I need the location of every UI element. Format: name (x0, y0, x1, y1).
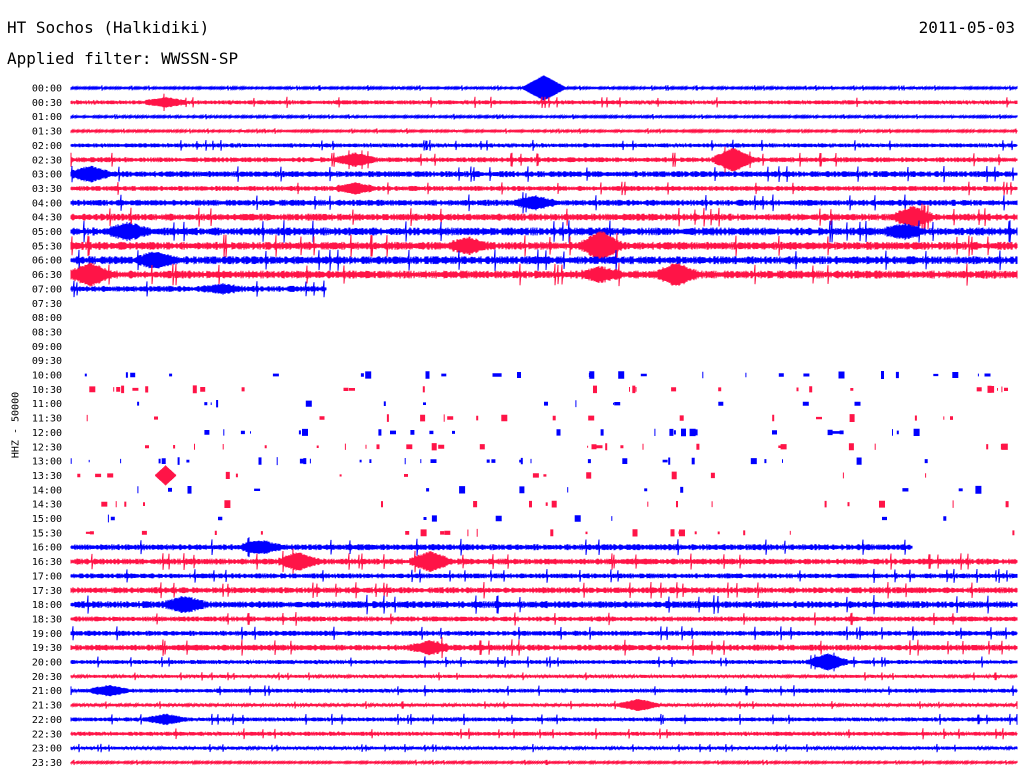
time-label-0300: 03:00 (32, 170, 62, 181)
trace-1600 (70, 537, 913, 558)
time-label-1800: 18:00 (32, 600, 62, 611)
time-label-2030: 20:30 (32, 672, 62, 683)
time-label-0100: 01:00 (32, 112, 62, 123)
time-label-0230: 02:30 (32, 155, 62, 166)
time-label-2330: 23:30 (32, 758, 62, 769)
time-label-2130: 21:30 (32, 701, 62, 712)
trace-1230 (145, 443, 1008, 451)
trace-2000 (70, 652, 1018, 672)
trace-0330 (70, 181, 1018, 196)
trace-0600 (70, 249, 1018, 271)
trace-1300 (70, 457, 928, 466)
trace-1800 (70, 594, 1018, 615)
trace-2100 (70, 685, 1018, 697)
trace-1530 (85, 528, 1015, 537)
time-label-1730: 17:30 (32, 586, 62, 597)
time-label-1630: 16:30 (32, 557, 62, 568)
filter-label: Applied filter: WWSSN-SP (7, 49, 239, 68)
trace-0300 (70, 165, 1018, 183)
time-label-0900: 09:00 (32, 342, 62, 353)
time-label-0600: 06:00 (32, 256, 62, 267)
trace-0400 (70, 192, 1018, 214)
time-label-1500: 15:00 (32, 514, 62, 525)
time-label-1100: 11:00 (32, 399, 62, 410)
time-label-0130: 01:30 (32, 127, 62, 138)
time-label-0330: 03:30 (32, 184, 62, 195)
time-label-2100: 21:00 (32, 686, 62, 697)
trace-0000 (70, 75, 1018, 101)
time-label-0500: 05:00 (32, 227, 62, 238)
trace-0700 (70, 280, 327, 298)
trace-0130 (70, 128, 1018, 134)
time-labels: 00:00 00:30 01:00 01:30 02:00 02:30 03:00 03:30… (32, 84, 62, 769)
time-label-1130: 11:30 (32, 414, 62, 425)
time-label-1700: 17:00 (32, 571, 62, 582)
trace-1700 (70, 568, 1018, 583)
time-label-1200: 12:00 (32, 428, 62, 439)
time-label-0630: 06:30 (32, 270, 62, 281)
trace-0100 (70, 113, 1018, 120)
date-label: 2011-05-03 (918, 18, 1015, 37)
time-label-1900: 19:00 (32, 629, 62, 640)
trace-2130 (70, 699, 1018, 712)
time-label-1430: 14:30 (32, 500, 62, 511)
trace-1030 (89, 385, 1008, 394)
trace-0200 (70, 139, 1018, 152)
time-label-1830: 18:30 (32, 614, 62, 625)
trace-1430 (101, 500, 1009, 508)
trace-1100 (137, 400, 861, 408)
time-label-1330: 13:30 (32, 471, 62, 482)
time-label-0830: 08:30 (32, 327, 62, 338)
time-label-0430: 04:30 (32, 213, 62, 224)
time-label-1000: 10:00 (32, 371, 62, 382)
trace-1630 (70, 548, 1018, 575)
station-title: HT Sochos (Halkidiki) (7, 18, 210, 37)
trace-1130 (86, 414, 953, 422)
time-label-1300: 13:00 (32, 457, 62, 468)
time-label-1930: 19:30 (32, 643, 62, 654)
time-label-1600: 16:00 (32, 543, 62, 554)
time-label-0030: 00:30 (32, 98, 62, 109)
time-label-0700: 07:00 (32, 284, 62, 295)
trace-1900 (70, 626, 1018, 641)
time-label-0800: 08:00 (32, 313, 62, 324)
trace-2200 (70, 713, 1018, 726)
trace-0230 (70, 146, 1018, 173)
trace-1730 (70, 581, 1018, 599)
trace-0500 (70, 220, 1018, 243)
trace-2230 (70, 728, 1018, 740)
time-label-1030: 10:30 (32, 385, 62, 396)
time-label-2230: 22:30 (32, 729, 62, 740)
time-label-0530: 05:30 (32, 241, 62, 252)
trace-2330 (70, 759, 1018, 766)
trace-2030 (70, 672, 1018, 681)
time-label-1530: 15:30 (32, 528, 62, 539)
time-label-0000: 00:00 (32, 84, 62, 95)
trace-1400 (137, 485, 982, 494)
time-label-2300: 23:00 (32, 744, 62, 755)
time-label-1230: 12:30 (32, 442, 62, 453)
time-label-1400: 14:00 (32, 485, 62, 496)
trace-1200 (204, 428, 920, 437)
trace-2300 (70, 743, 1018, 753)
trace-1500 (107, 514, 947, 523)
trace-1330 (77, 465, 927, 486)
trace-1000 (84, 371, 991, 379)
traces (70, 75, 1018, 766)
time-label-2000: 20:00 (32, 658, 62, 669)
trace-0030 (70, 93, 1018, 112)
trace-0630 (70, 262, 1018, 287)
trace-0530 (70, 231, 1018, 261)
trace-0430 (70, 203, 1018, 231)
time-label-0200: 02:00 (32, 141, 62, 152)
time-label-0930: 09:30 (32, 356, 62, 367)
trace-1930 (70, 637, 1018, 659)
trace-1830 (70, 612, 1018, 626)
time-label-2200: 22:00 (32, 715, 62, 726)
time-label-0400: 04:00 (32, 198, 62, 209)
time-label-0730: 07:30 (32, 299, 62, 310)
